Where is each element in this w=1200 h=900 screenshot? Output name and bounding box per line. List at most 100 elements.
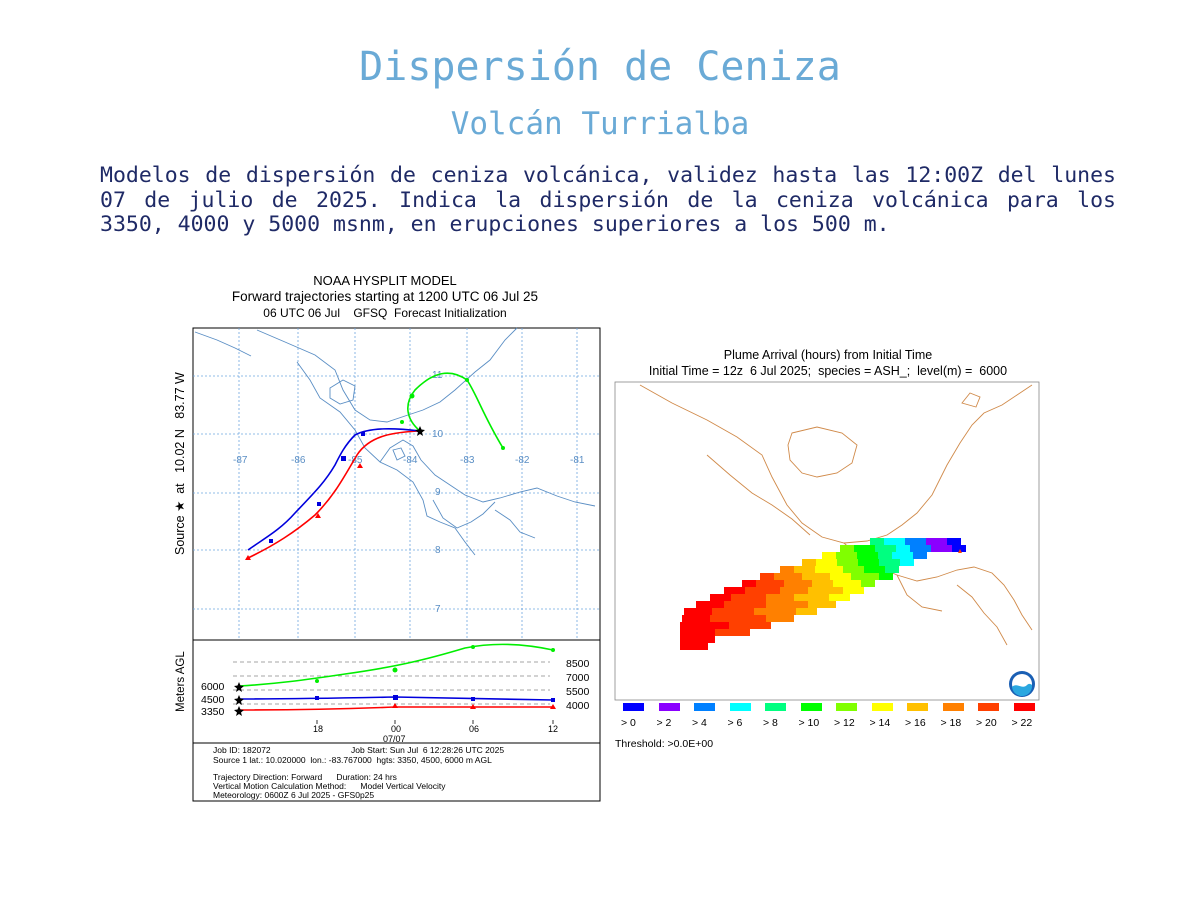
plume-cell [815,594,822,601]
plume-cell [715,629,722,636]
legend-swatch [978,703,999,711]
trajectory-header-1: NOAA HYSPLIT MODEL [313,273,457,288]
plume-cell [788,573,795,580]
plume-cell [802,573,809,580]
plume-cell [905,538,912,545]
plume-cell [689,615,696,622]
plume-cell [801,587,808,594]
plume-cell [858,573,865,580]
height-label-right: 8500 [566,658,590,670]
lat-label: 10 [432,429,444,440]
plume-cell [906,552,913,559]
plume-cell [796,608,803,615]
plume-cell [775,608,782,615]
info-job-id: Job ID: 182072 [213,745,271,755]
plume-cell [738,587,745,594]
plume-cell [847,580,854,587]
plume-cell [808,566,815,573]
trajectory-plot: -87 -86 -85 -84 -83 -82 -81 11 10 9 8 7 [173,327,601,802]
lat-label: 9 [435,487,441,498]
plume-cell [884,538,891,545]
plume-cell [808,594,815,601]
plume-cell [780,594,787,601]
legend-label: > 10 [798,717,820,729]
plume-cell [726,608,733,615]
plume-cell [809,559,816,566]
plume-cell [773,615,780,622]
plume-cell [826,580,833,587]
plume-cell [694,629,701,636]
plume-cell [687,622,694,629]
plume-cell [822,594,829,601]
plume-cell [752,601,759,608]
plume-cell [680,643,687,650]
plume-cell [701,643,708,650]
plume-cell [878,566,885,573]
plume-cell [780,566,787,573]
plume-cell [843,566,850,573]
plume-coastlines [639,384,1033,646]
plume-cell [705,608,712,615]
plume-cell [857,587,864,594]
plume-cell [740,608,747,615]
legend-label: > 18 [940,717,962,729]
plume-cell [947,538,954,545]
plume-cell [931,545,938,552]
plume-cell [708,622,715,629]
legend-swatch [907,703,928,711]
plume-cell [724,594,731,601]
plume-cell [843,552,850,559]
legend-label: > 0 [621,717,636,729]
plume-cell [736,629,743,636]
plume-cell [754,608,761,615]
plume-cell [745,615,752,622]
plume-cell [787,566,794,573]
plume-cell [724,587,731,594]
info-source: Source 1 lat.: 10.020000 lon.: -83.76700… [213,755,492,765]
plume-cell [865,573,872,580]
map-frame [192,327,601,641]
plume-cell [885,552,892,559]
plume-cell [919,538,926,545]
plume-cell [729,622,736,629]
trajectory-green-path [407,372,504,449]
legend-swatch [694,703,715,711]
profile-height-labels: 6000 4500 3350 8500 7000 5500 4000 [201,658,590,718]
plume-cell [892,552,899,559]
plume-cell [770,580,777,587]
plume-cell [823,573,830,580]
plume-cell [729,629,736,636]
plume-cell [815,566,822,573]
plume-cell [687,636,694,643]
legend-label: > 16 [905,717,926,729]
plume-cell [701,636,708,643]
lat-label: 8 [435,545,441,556]
plume-cell [882,545,889,552]
plume-cell [854,580,861,587]
trajectory-markers [245,378,505,560]
legend-swatch [623,703,644,711]
plume-cell [861,545,868,552]
source-side-label: Source ★ at 10.02 N 83.77 W [173,372,187,555]
lon-label: -86 [291,455,306,466]
plume-cell [829,552,836,559]
plume-cell [829,587,836,594]
legend-label: > 14 [869,717,891,729]
plume-cell [872,573,879,580]
legend-label: > 20 [976,717,997,729]
plume-cell [830,559,837,566]
legend-label: > 12 [834,717,855,729]
plume-cell [780,615,787,622]
plume-cell [808,587,815,594]
info-frame [192,742,601,802]
plume-cell [898,538,905,545]
profile-reference-lines [233,661,550,705]
lon-label: -82 [515,455,530,466]
plume-cell [810,608,817,615]
plume-cell [829,566,836,573]
legend-label: > 8 [763,717,778,729]
info-job-start: Job Start: Sun Jul 6 12:28:26 UTC 2025 [351,745,505,755]
plume-cell [833,580,840,587]
plume-cell [879,559,886,566]
plume-cell [680,636,687,643]
